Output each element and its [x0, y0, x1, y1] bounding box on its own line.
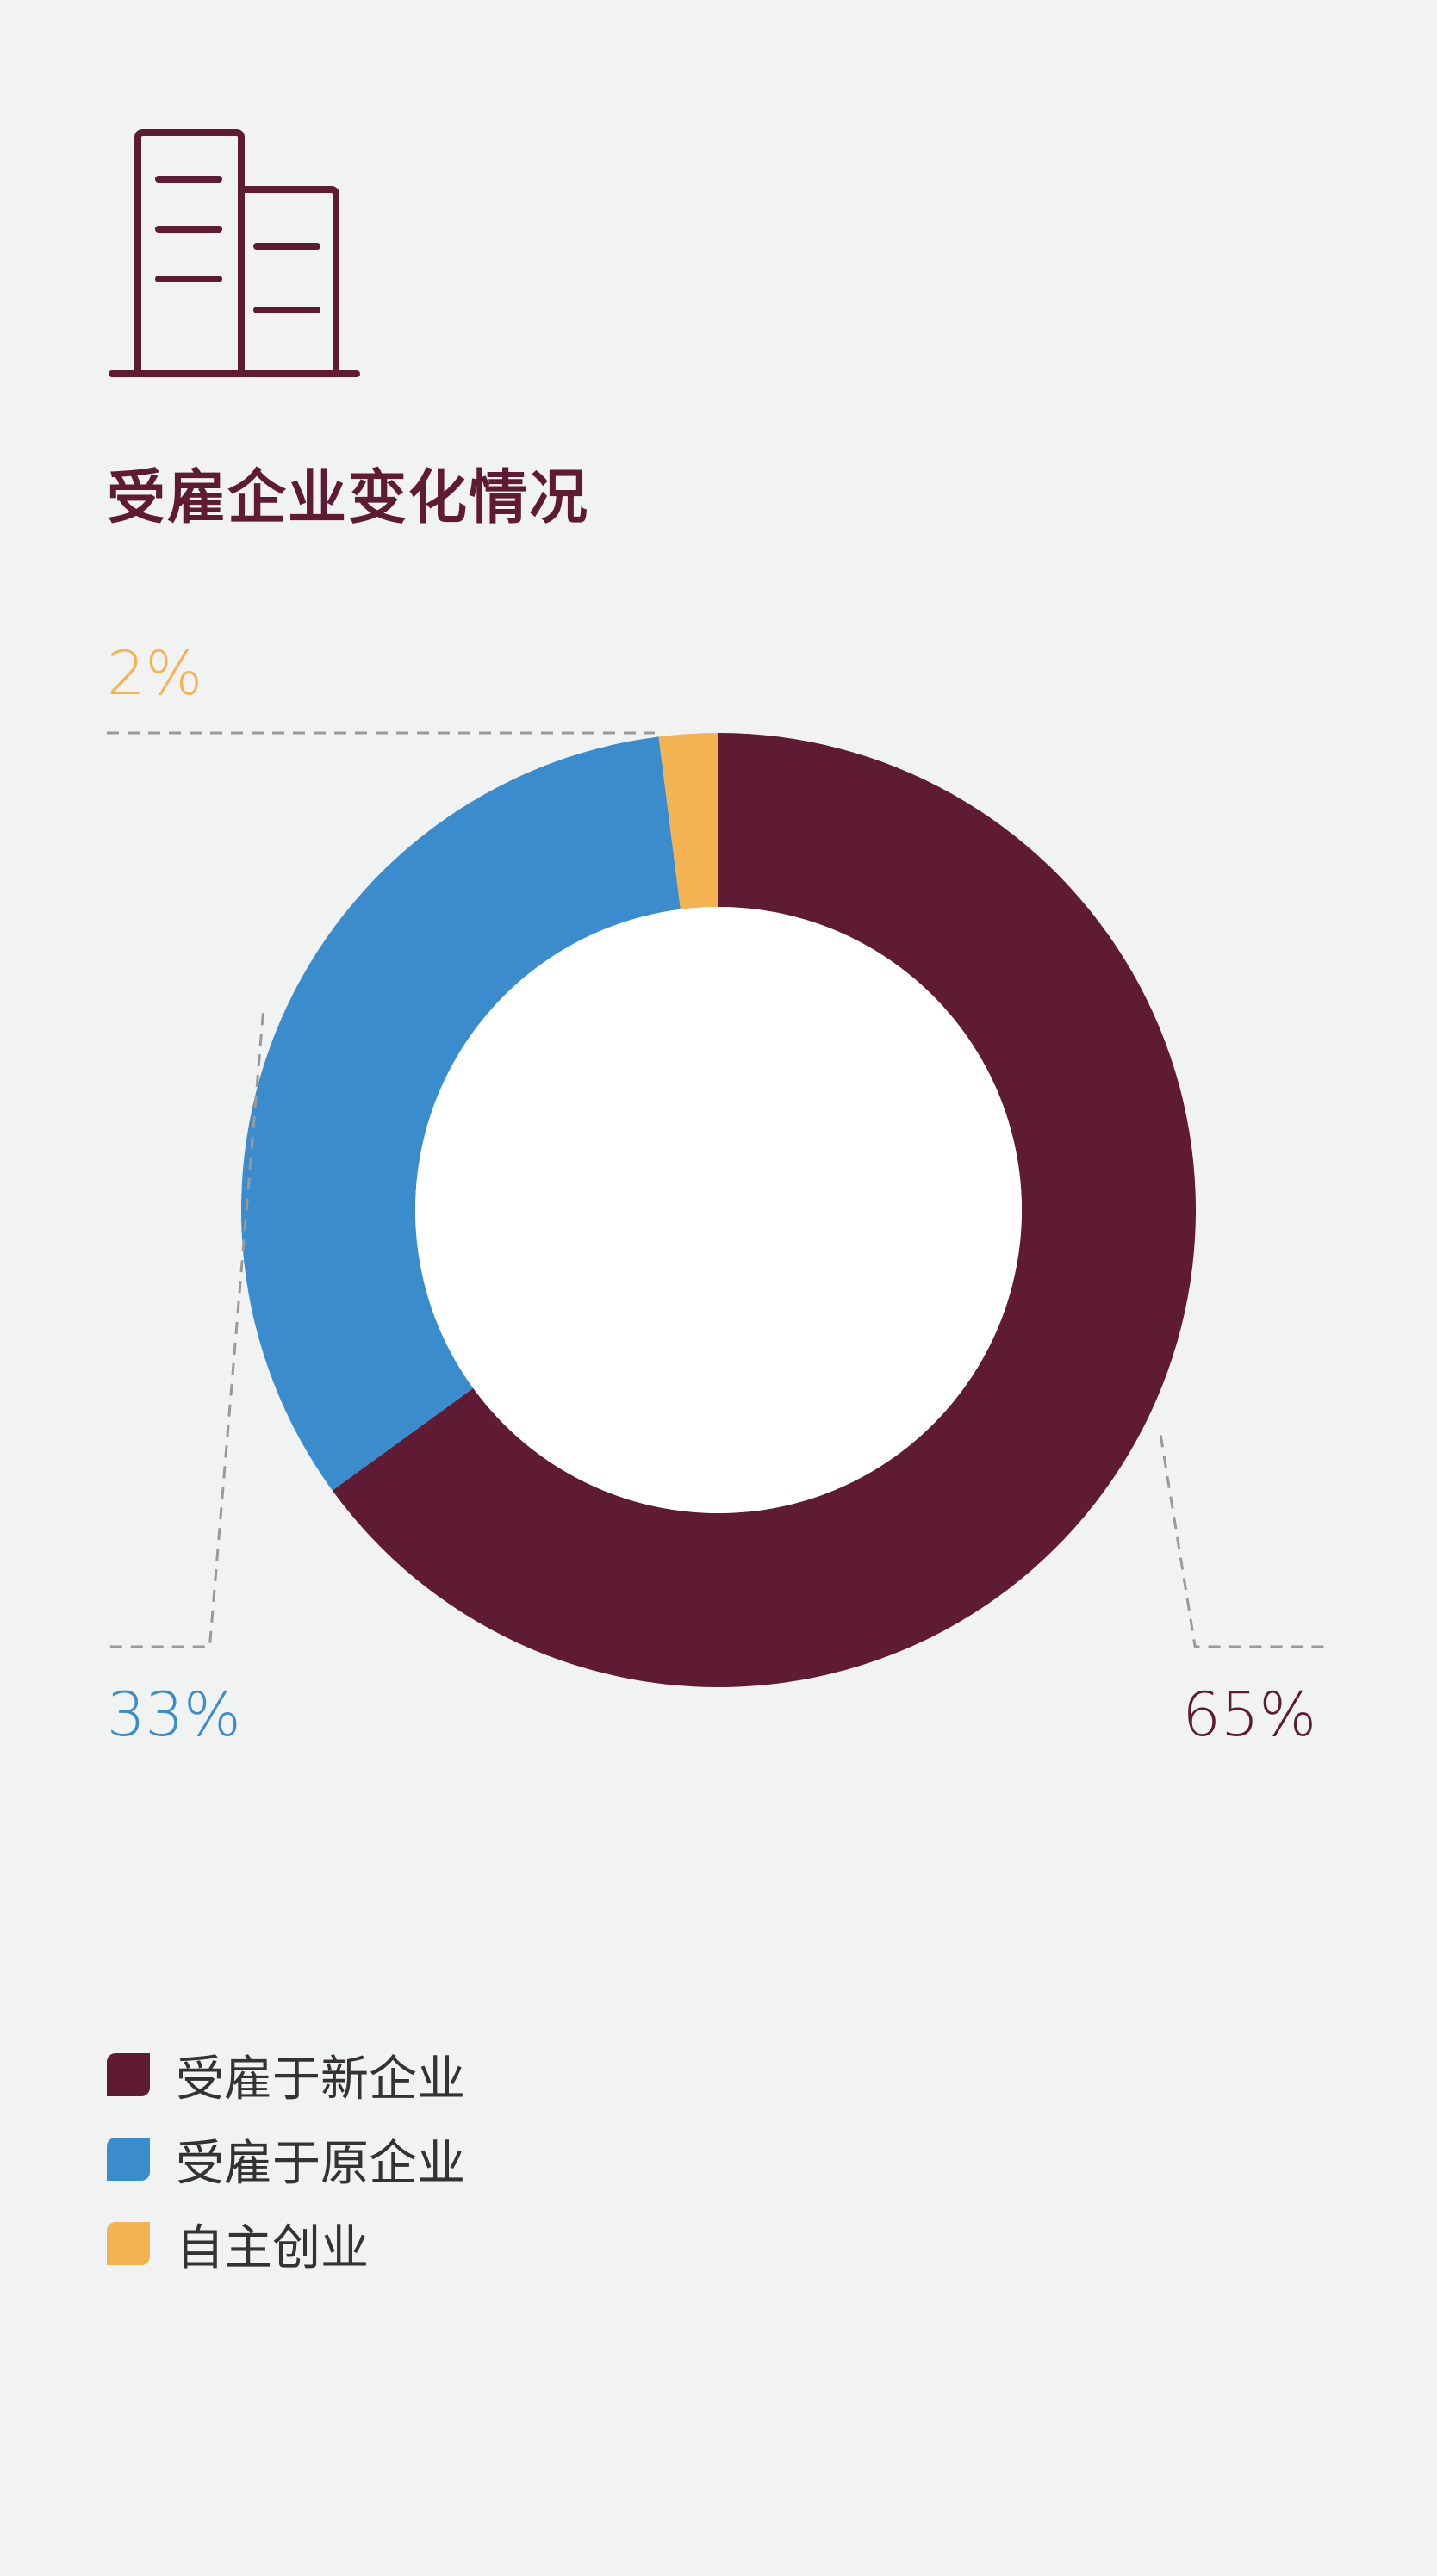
legend-swatch: [107, 2138, 150, 2181]
donut-slice: [241, 736, 681, 1491]
legend-swatch: [107, 2053, 150, 2096]
building-icon: [109, 129, 360, 377]
legend-label: 自主创业: [176, 2219, 369, 2276]
donut-slice: [658, 733, 718, 909]
legend-label: 受雇于原企业: [176, 2135, 465, 2192]
legend-swatch: [107, 2222, 150, 2265]
data-label: 65%: [1182, 1679, 1316, 1750]
leader-line: [107, 1013, 264, 1648]
legend-item-new-company: 受雇于新企业: [107, 2033, 465, 2117]
donut-slice: [332, 733, 1197, 1688]
leader-line: [1159, 1435, 1328, 1648]
chart-legend: 受雇于新企业 受雇于原企业 自主创业: [107, 2033, 465, 2286]
donut-hole: [415, 907, 1022, 1513]
data-label: 33%: [107, 1679, 241, 1750]
legend-item-self-employed: 自主创业: [107, 2201, 465, 2286]
legend-item-original-company: 受雇于原企业: [107, 2117, 465, 2201]
legend-label: 受雇于新企业: [176, 2051, 465, 2107]
chart-title: 受雇企业变化情况: [107, 464, 590, 532]
data-label: 2%: [107, 638, 202, 709]
